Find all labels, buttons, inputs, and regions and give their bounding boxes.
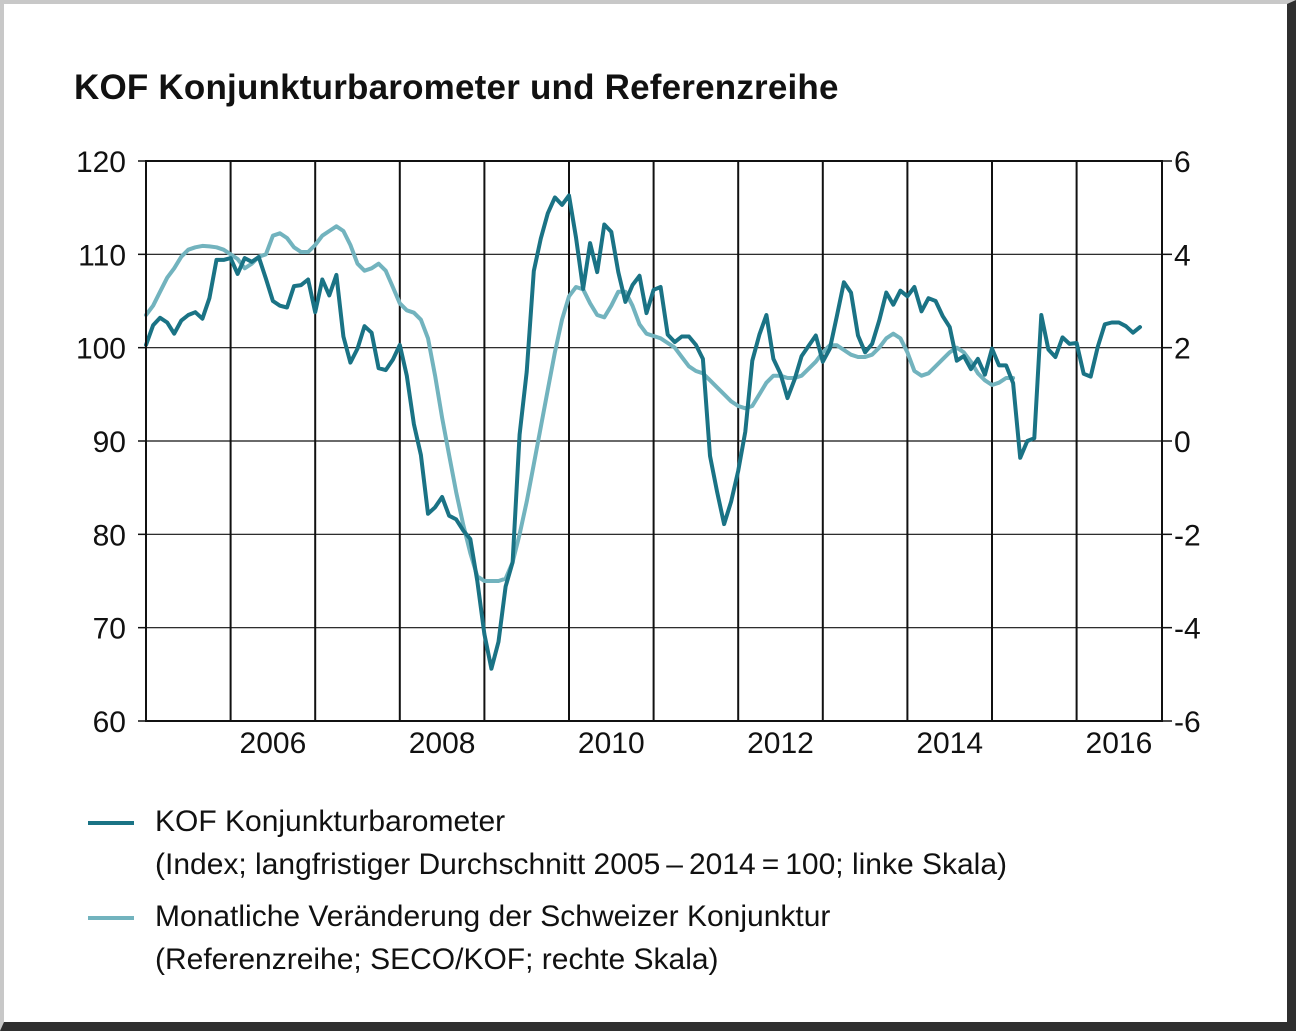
x-tick-label: 2016 <box>1086 727 1153 760</box>
legend-sublabel: (Referenzreihe; SECO/KOF; rechte Skala) <box>155 943 719 976</box>
y-right-tick-label: -4 <box>1174 613 1201 646</box>
legend-label: KOF Konjunkturbarometer <box>155 805 506 838</box>
y-right-tick-label: 0 <box>1174 426 1191 459</box>
y-left-tick-label: 70 <box>93 613 126 646</box>
y-left-tick-label: 100 <box>76 333 126 366</box>
y-right-tick-label: 4 <box>1174 239 1191 272</box>
x-tick-label: 2006 <box>240 727 307 760</box>
y-left-tick-label: 110 <box>78 239 126 272</box>
kof-barometer-line <box>144 193 1142 671</box>
reference-series-line <box>144 224 1016 583</box>
y-left-tick-label: 60 <box>93 706 126 739</box>
legend-swatch <box>88 916 134 920</box>
legend-sublabel: (Index; langfristiger Durchschnitt 2005 … <box>155 848 1008 881</box>
y-right-tick-label: -6 <box>1174 706 1201 739</box>
y-right-tick-label: -2 <box>1174 519 1201 552</box>
y-right-tick-label: 6 <box>1174 146 1191 179</box>
y-left-tick-label: 120 <box>76 146 126 179</box>
y-left-tick-label: 80 <box>93 519 126 552</box>
x-tick-label: 2008 <box>409 727 476 760</box>
x-tick-label: 2012 <box>747 727 814 760</box>
legend-swatch <box>88 821 134 825</box>
chart-title: KOF Konjunkturbarometer und Referenzreih… <box>74 68 839 107</box>
x-tick-label: 2014 <box>916 727 983 760</box>
legend-label: Monatliche Veränderung der Schweizer Kon… <box>155 900 831 933</box>
y-right-tick-label: 2 <box>1174 333 1191 366</box>
x-tick-label: 2010 <box>578 727 645 760</box>
y-left-tick-label: 90 <box>93 426 126 459</box>
